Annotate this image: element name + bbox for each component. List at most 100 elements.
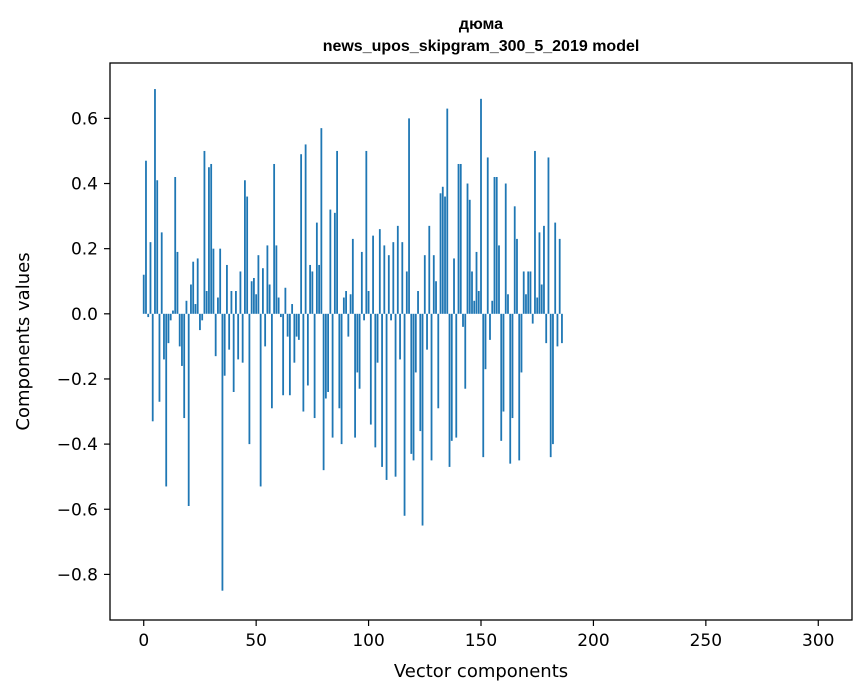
bar (545, 313, 548, 344)
bar (205, 291, 208, 314)
bar (448, 313, 451, 467)
bar (300, 154, 303, 314)
bar (199, 313, 201, 331)
bar (511, 313, 514, 419)
bar (403, 313, 406, 516)
bar (500, 313, 503, 441)
bar (387, 255, 390, 314)
bar (208, 167, 210, 314)
x-tick-label: 300 (802, 631, 834, 651)
bar (455, 313, 458, 438)
bar (378, 229, 381, 314)
bar (518, 313, 521, 461)
bar (347, 313, 350, 337)
bar (302, 313, 305, 412)
bar (149, 242, 152, 314)
bar (396, 225, 399, 314)
bar (235, 291, 237, 314)
bar (217, 297, 219, 314)
x-tick-label: 250 (690, 631, 722, 651)
y-tick-label: 0.2 (71, 240, 98, 260)
bar (376, 313, 379, 363)
bar (322, 313, 325, 471)
bar (329, 209, 332, 314)
bar (237, 313, 240, 360)
bar (324, 313, 327, 399)
bar (491, 300, 494, 314)
bar (151, 313, 154, 422)
bar (264, 313, 267, 347)
bar (273, 163, 276, 314)
bar (261, 268, 264, 314)
bar (320, 128, 323, 314)
bar (480, 98, 482, 314)
y-tick-label: −0.8 (57, 565, 98, 585)
bar (241, 313, 244, 363)
bar (430, 313, 433, 461)
bar (282, 313, 285, 396)
bar (219, 248, 222, 314)
bar (507, 294, 509, 314)
bar (181, 313, 183, 366)
bar (345, 291, 347, 314)
bar (315, 222, 318, 314)
bar (190, 284, 192, 314)
bar (212, 248, 215, 314)
bar (365, 150, 368, 314)
bar (525, 294, 527, 314)
bar (381, 313, 383, 467)
bar (169, 313, 172, 321)
bar (172, 310, 174, 314)
bar (147, 313, 150, 318)
bar (228, 313, 231, 350)
bar (520, 313, 523, 373)
y-tick-label: 0.4 (71, 175, 98, 195)
bar (540, 284, 543, 314)
bar (158, 313, 161, 402)
bar (203, 150, 206, 314)
bar (538, 232, 541, 314)
bar (527, 271, 530, 314)
bar (163, 313, 165, 360)
y-tick-label: −0.4 (57, 435, 98, 455)
bar (513, 206, 516, 314)
bar (306, 313, 309, 386)
bar (277, 297, 280, 314)
bar (142, 274, 145, 314)
bar (311, 271, 314, 314)
bar (534, 150, 536, 314)
bar (201, 313, 204, 321)
bar (358, 313, 361, 389)
bar (333, 212, 336, 314)
x-tick-label: 100 (352, 631, 384, 651)
bar (286, 313, 289, 337)
bar (421, 313, 424, 526)
bar (522, 271, 525, 314)
x-axis-label: Vector components (394, 661, 568, 682)
bar (145, 160, 147, 314)
bar (176, 251, 179, 314)
bar (549, 313, 552, 458)
bar (450, 313, 453, 441)
bar (531, 313, 534, 324)
bar (338, 313, 341, 409)
bar (239, 271, 242, 314)
bar (468, 199, 471, 314)
x-tick-label: 0 (138, 631, 149, 651)
bar (484, 313, 487, 370)
bar (354, 313, 356, 438)
chart-title: дюма (459, 16, 503, 33)
bars-group (142, 89, 563, 591)
y-axis-ticks: −0.8 −0.6 −0.4 −0.2 0.0 0.2 0.4 0.6 (57, 109, 110, 585)
bar (385, 313, 388, 480)
bar (351, 238, 354, 314)
bar (248, 313, 251, 445)
bar (246, 196, 249, 314)
bar (516, 238, 518, 314)
bar (477, 291, 480, 314)
bar (482, 313, 485, 458)
bar (284, 287, 287, 314)
bar (408, 118, 410, 314)
bar (405, 271, 408, 314)
bar (437, 313, 440, 409)
